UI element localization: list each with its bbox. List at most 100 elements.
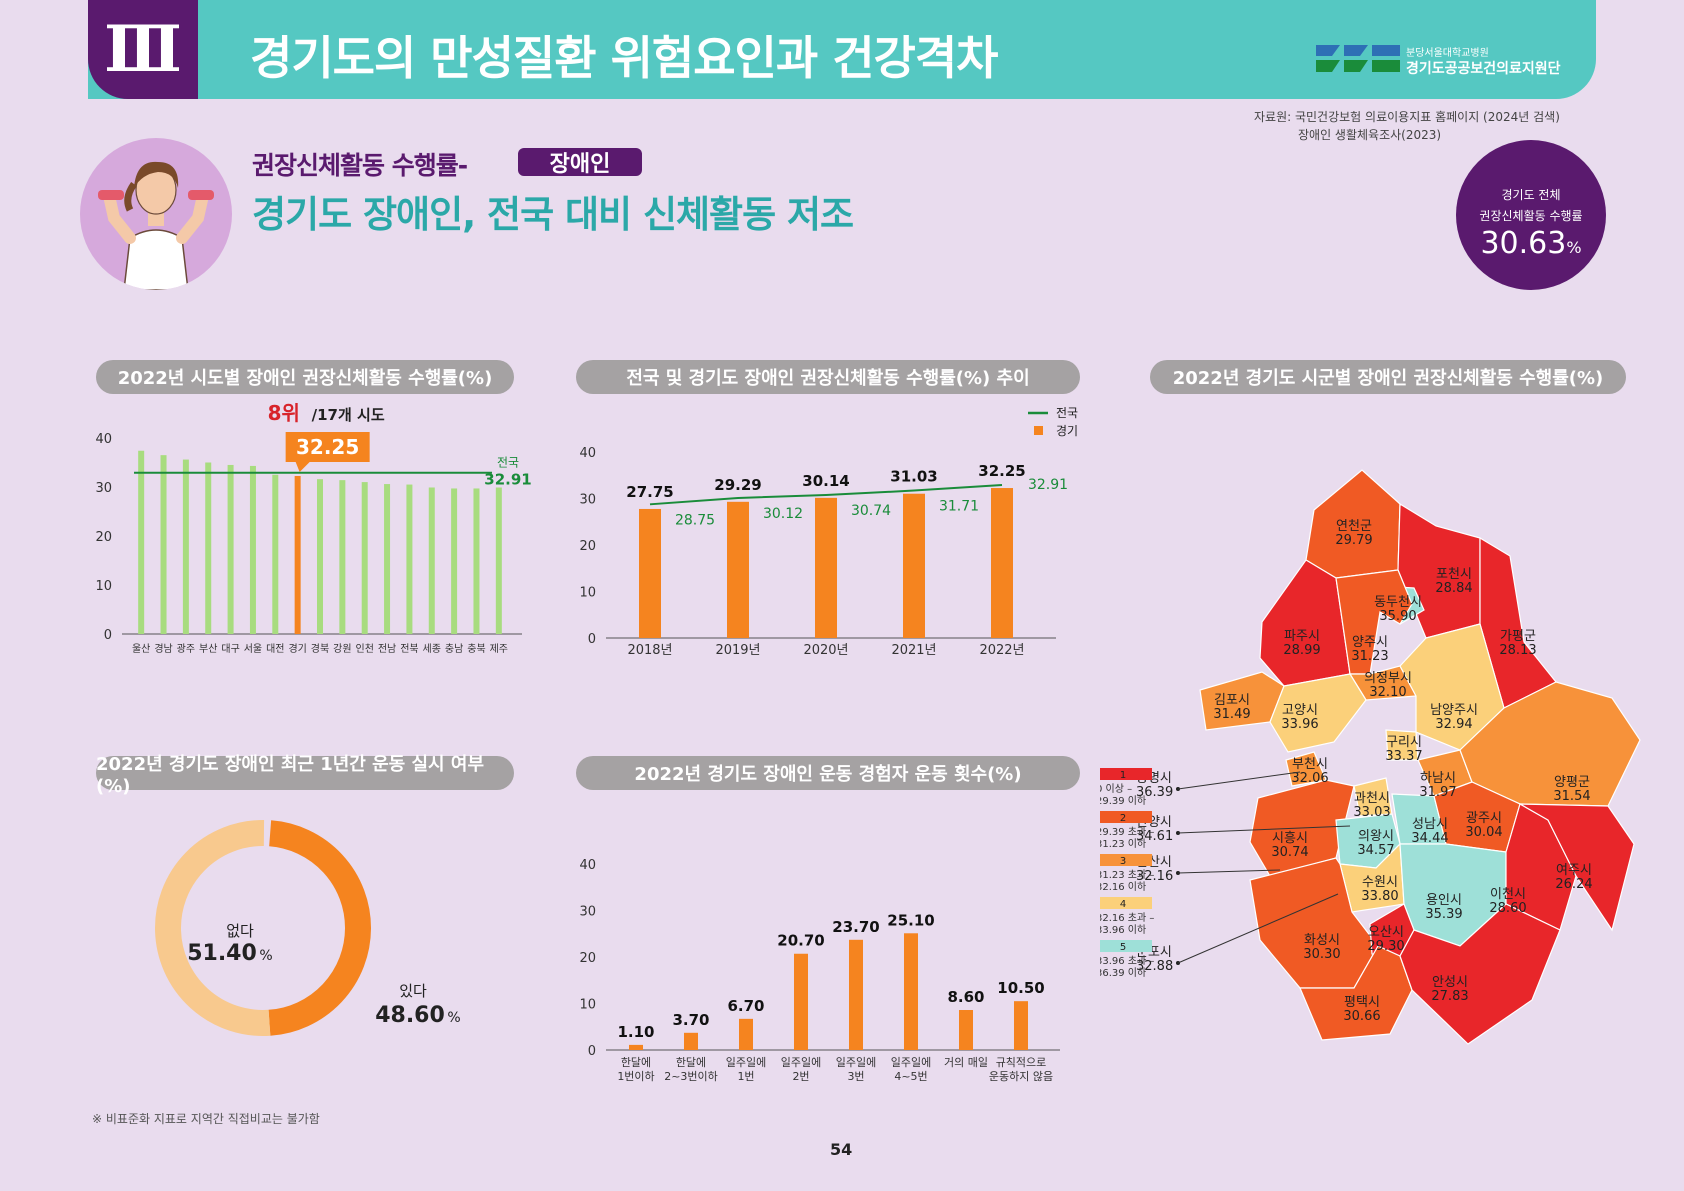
gyeonggi-value-label: 32.25 (978, 462, 1025, 480)
region-name-label: 고양시 (1282, 703, 1318, 718)
x-tick-label: 광주 (177, 643, 195, 655)
region-name-label: 김포시 (1214, 693, 1250, 708)
region-value-label: 30.66 (1343, 1009, 1380, 1024)
bar-frequency (684, 1032, 698, 1050)
bar-경기 (294, 475, 301, 634)
region-name-label: 연천군 (1336, 519, 1372, 534)
y-tick-label: 40 (579, 446, 596, 461)
legend-range: 0 이상 – (1100, 783, 1132, 795)
region-value-label: 28.84 (1435, 581, 1472, 596)
region-name-label: 수원시 (1362, 875, 1398, 890)
institution-name-1: 분당서울대학교병원 (1406, 48, 1489, 59)
region-name-label: 남양주시 (1430, 703, 1478, 718)
region-value-label: 33.80 (1361, 889, 1398, 904)
bar-2021년 (903, 493, 925, 638)
x-tick-label: 1번이하 (617, 1069, 654, 1083)
region-고양시 (1269, 673, 1367, 753)
highlight-callout (285, 432, 370, 462)
region-value-label: 30.04 (1465, 825, 1502, 840)
leader-line (1177, 825, 1351, 834)
slice-yes-label: 있다 (399, 982, 427, 1000)
x-tick-label: 2번 (792, 1070, 809, 1083)
source-note: 자료원: 국민건강보험 의료이용지표 홈페이지 (2024년 검색) 장애인 생… (1254, 108, 1560, 144)
x-tick-label: 충남 (445, 643, 463, 655)
slice-yes (268, 820, 371, 1036)
national-value-label: 31.71 (939, 499, 979, 515)
source-line-2: 장애인 생활체육조사(2023) (1298, 128, 1442, 142)
x-tick-label: 운동하지 않음 (989, 1069, 1053, 1083)
bar-전북 (406, 484, 413, 634)
summary-line-1: 경기도 전체 (1501, 188, 1561, 202)
page-title: 경기도의 만성질환 위험요인과 건강격차 (250, 31, 998, 85)
x-tick-label: 대구 (221, 643, 239, 655)
callout-pointer (295, 462, 310, 472)
region-value-label: 32.06 (1291, 771, 1328, 786)
legend-swatch (1100, 897, 1152, 909)
x-tick-label: 1번 (737, 1070, 754, 1083)
region-여주시 (1519, 803, 1635, 932)
y-tick-label: 10 (579, 998, 596, 1013)
bar-대전 (272, 474, 279, 634)
target-badge: 장애인 (518, 148, 642, 177)
trend-bar-chart: 0 10 20 30 40 2018년 27.75 2019년 29.29 2020년 30.14 2… (579, 406, 1078, 658)
legend-level: 3 (1120, 856, 1126, 867)
gyeonggi-value-label: 30.14 (802, 472, 849, 490)
summary-value: 30.63% (1456, 226, 1606, 261)
y-tick-label: 0 (104, 628, 112, 643)
chart-title-province: 2022년 시도별 장애인 권장신체활동 수행률(%) (96, 360, 514, 394)
bar-2018년 (639, 508, 661, 638)
bar-경남 (160, 455, 167, 634)
x-tick-label: 경남 (154, 642, 172, 655)
x-tick-label: 한달에 (621, 1056, 651, 1069)
legend-swatch (1100, 811, 1152, 823)
leader-line (1177, 893, 1339, 964)
bar-value-label: 8.60 (947, 988, 984, 1006)
indicator-subtitle: 권장신체활동 수행률- (252, 151, 468, 180)
region-name-label: 성남시 (1412, 817, 1448, 832)
national-value-label: 30.74 (851, 503, 891, 519)
legend-swatch (1100, 940, 1152, 952)
x-tick-label: 한달에 (676, 1056, 706, 1069)
bar-value-label: 3.70 (672, 1011, 709, 1029)
bar-value-label: 20.70 (777, 932, 824, 950)
summary-number: 30.63 (1480, 226, 1567, 261)
region-value-label: 32.88 (1136, 959, 1173, 974)
legend-range: 31.23 이하 (1100, 837, 1146, 850)
slice-no (155, 820, 271, 1036)
x-tick-label: 부산 (199, 643, 217, 655)
x-tick-label: 전남 (378, 643, 396, 655)
national-value-label: 28.75 (675, 512, 715, 528)
x-tick-label: 3번 (847, 1070, 864, 1083)
legend-swatch (1100, 854, 1152, 866)
region-value-label: 32.16 (1136, 869, 1173, 884)
region-name-label: 양평군 (1554, 775, 1590, 790)
x-tick-label: 대전 (266, 643, 284, 655)
y-tick-label: 30 (579, 493, 596, 508)
legend-level: 1 (1120, 770, 1126, 781)
region-value-label: 26.24 (1555, 877, 1592, 892)
bar-frequency (959, 1010, 973, 1050)
region-name-label: 구리시 (1386, 735, 1422, 750)
bar-value-label: 23.70 (832, 918, 879, 936)
region-name-label: 파주시 (1284, 629, 1320, 644)
x-tick-label: 충북 (467, 643, 485, 655)
legend-gyeonggi-swatch (1034, 426, 1043, 435)
region-name-label: 양주시 (1352, 635, 1388, 650)
bar-부산 (205, 462, 212, 634)
gyeonggi-value-label: 29.29 (714, 476, 761, 494)
bar-frequency (904, 933, 918, 1050)
x-tick-label: 일주일에 (891, 1055, 931, 1069)
region-name-label: 용인시 (1426, 893, 1462, 908)
bar-제주 (495, 487, 502, 634)
region-value-label: 34.44 (1411, 831, 1448, 846)
bar-value-label: 25.10 (887, 911, 934, 929)
bar-인천 (361, 482, 368, 634)
headline: 경기도 장애인, 전국 대비 신체활동 저조 (252, 193, 854, 236)
frequency-bar-chart: 0102030401.10한달에1번이하3.70한달에2~3번이하6.70일주일… (579, 858, 1060, 1083)
summary-line-2: 권장신체활동 수행률 (1479, 209, 1583, 223)
slice-yes-value: 48.60 (375, 1003, 445, 1028)
x-tick-label: 4~5번 (894, 1070, 927, 1083)
y-tick-label: 20 (95, 530, 112, 545)
x-tick-label: 경북 (311, 642, 329, 655)
x-tick-label: 2~3번이하 (664, 1069, 718, 1083)
